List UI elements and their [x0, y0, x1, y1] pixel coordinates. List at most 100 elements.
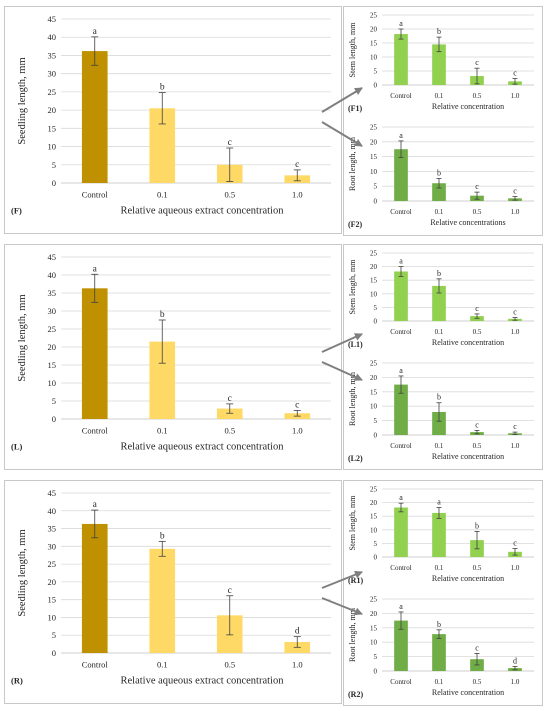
bar: [149, 548, 176, 653]
x-axis-title: Relative concentration: [432, 574, 504, 583]
bar: [394, 149, 408, 201]
y-tick-label: 0: [374, 81, 378, 89]
bar: [394, 620, 408, 671]
significance-letter: a: [399, 602, 403, 611]
y-tick-label: 25: [370, 249, 378, 257]
y-tick-label: 0: [52, 648, 56, 658]
panel-f-right: 0 5 10 15 20 25 a Control b 0.1 c 0.5 c 1.0 Stem lengt…: [343, 6, 543, 236]
chart-r1: 0 5 10 15 20 25 a Control a 0.1 b 0.5 c 1.0 Stem lengt…: [348, 485, 534, 585]
significance-letter: c: [513, 422, 517, 431]
x-tick-label: 0.5: [224, 190, 235, 200]
x-tick-label: 1.0: [292, 660, 303, 670]
y-tick-label: 20: [370, 138, 378, 146]
significance-letter: c: [475, 420, 479, 429]
x-tick-label: 0.1: [435, 92, 444, 100]
x-axis-title: Relative aqueous extract concentration: [121, 442, 285, 453]
significance-letter: c: [475, 182, 479, 191]
significance-letter: a: [399, 131, 403, 140]
panel-label: (R2): [348, 690, 363, 699]
y-tick-label: 20: [370, 499, 378, 507]
panel-label: (F): [11, 206, 22, 216]
significance-letter: a: [93, 264, 98, 274]
y-axis-title: Root length, mm: [348, 607, 357, 662]
y-tick-label: 5: [374, 540, 378, 548]
significance-letter: b: [160, 531, 165, 541]
x-axis-title: Relative aqueous extract concentration: [121, 676, 285, 687]
y-tick-label: 0: [374, 667, 378, 675]
chart-f: 0 5 10 15 20 25 30 35 40 45 a Control b 0.1 c 0.5 c 1.0 Se…: [11, 14, 331, 217]
y-tick-label: 5: [52, 396, 56, 406]
x-tick-label: 1.0: [511, 328, 520, 336]
y-tick-label: 25: [48, 87, 57, 97]
x-tick-label: 0.1: [157, 426, 168, 436]
y-tick-label: 15: [370, 513, 378, 521]
significance-letter: c: [475, 304, 479, 313]
y-tick-label: 15: [48, 123, 57, 133]
x-tick-label: 0.1: [435, 328, 444, 336]
chart-l2: 0 5 10 15 20 25 a Control b 0.1 c 0.5 c 1.0 Root lengt…: [348, 359, 534, 463]
y-tick-label: 15: [370, 153, 378, 161]
significance-letter: b: [437, 620, 441, 629]
significance-letter: c: [228, 394, 232, 404]
x-tick-label: 0.5: [473, 92, 482, 100]
panel-l-right: 0 5 10 15 20 25 a Control b 0.1 c 0.5 c 1.0 Stem lengt…: [343, 244, 543, 470]
y-tick-label: 15: [370, 277, 378, 285]
x-tick-label: Control: [390, 328, 411, 336]
significance-letter: c: [228, 586, 232, 596]
significance-letter: d: [295, 627, 300, 637]
y-tick-label: 25: [370, 123, 378, 131]
significance-letter: c: [228, 138, 232, 148]
panel-label: (F1): [348, 104, 363, 113]
x-tick-label: 0.5: [224, 426, 235, 436]
x-tick-label: 0.1: [157, 190, 168, 200]
y-tick-label: 15: [370, 39, 378, 47]
significance-letter: c: [513, 539, 517, 548]
y-tick-label: 10: [370, 403, 378, 411]
y-tick-label: 5: [374, 653, 378, 661]
x-axis-title: Relative concentration: [432, 452, 504, 461]
y-tick-label: 15: [48, 360, 57, 370]
bar: [81, 288, 108, 419]
panel-r-seedling: 0 5 10 15 20 25 30 35 40 45 a Control b 0.1 c 0.5 d 1.0 Se…: [4, 480, 342, 704]
x-tick-label: 0.5: [224, 660, 235, 670]
x-tick-label: Control: [390, 678, 411, 686]
x-axis-title: Relative concentration: [432, 338, 504, 347]
x-tick-label: 0.1: [435, 442, 444, 450]
panel-label: (L): [11, 442, 23, 452]
y-tick-label: 40: [48, 270, 57, 280]
panel-f-seedling: 0 5 10 15 20 25 30 35 40 45 a Control b 0.1 c 0.5 c 1.0 Se…: [4, 6, 342, 234]
y-tick-label: 15: [370, 388, 378, 396]
y-tick-label: 5: [374, 67, 378, 75]
y-tick-label: 10: [48, 142, 57, 152]
bar: [432, 44, 446, 85]
x-tick-label: 0.5: [473, 328, 482, 336]
y-tick-label: 0: [52, 178, 56, 188]
x-tick-label: 1.0: [292, 426, 303, 436]
y-tick-label: 45: [48, 488, 57, 498]
chart-l: 0 5 10 15 20 25 30 35 40 45 a Control b 0.1 c 0.5 c 1.0 Se…: [11, 252, 331, 453]
significance-letter: b: [437, 269, 441, 278]
x-tick-label: Control: [390, 564, 411, 572]
chart-f1: 0 5 10 15 20 25 a Control b 0.1 c 0.5 c 1.0 Stem lengt…: [348, 11, 534, 113]
significance-letter: b: [160, 310, 165, 320]
y-tick-label: 25: [48, 559, 57, 569]
y-tick-label: 20: [370, 25, 378, 33]
y-axis-title: Seedling length, mm: [17, 57, 28, 144]
significance-letter: a: [399, 19, 403, 28]
significance-letter: a: [399, 493, 403, 502]
y-tick-label: 30: [48, 306, 57, 316]
significance-letter: b: [437, 169, 441, 178]
x-tick-label: 1.0: [511, 208, 520, 216]
bar: [394, 34, 408, 85]
significance-letter: a: [437, 497, 441, 506]
y-tick-label: 0: [374, 317, 378, 325]
y-tick-label: 20: [48, 105, 57, 115]
x-tick-label: 0.1: [157, 660, 168, 670]
significance-letter: a: [399, 257, 403, 266]
bar: [432, 634, 446, 671]
chart-f2: 0 5 10 15 20 25 a Control b 0.1 c 0.5 c 1.0 Root lengt…: [348, 123, 534, 229]
y-axis-title: Root length, mm: [348, 136, 357, 191]
y-tick-label: 45: [48, 14, 57, 24]
y-tick-label: 0: [374, 553, 378, 561]
y-tick-label: 10: [48, 378, 57, 388]
